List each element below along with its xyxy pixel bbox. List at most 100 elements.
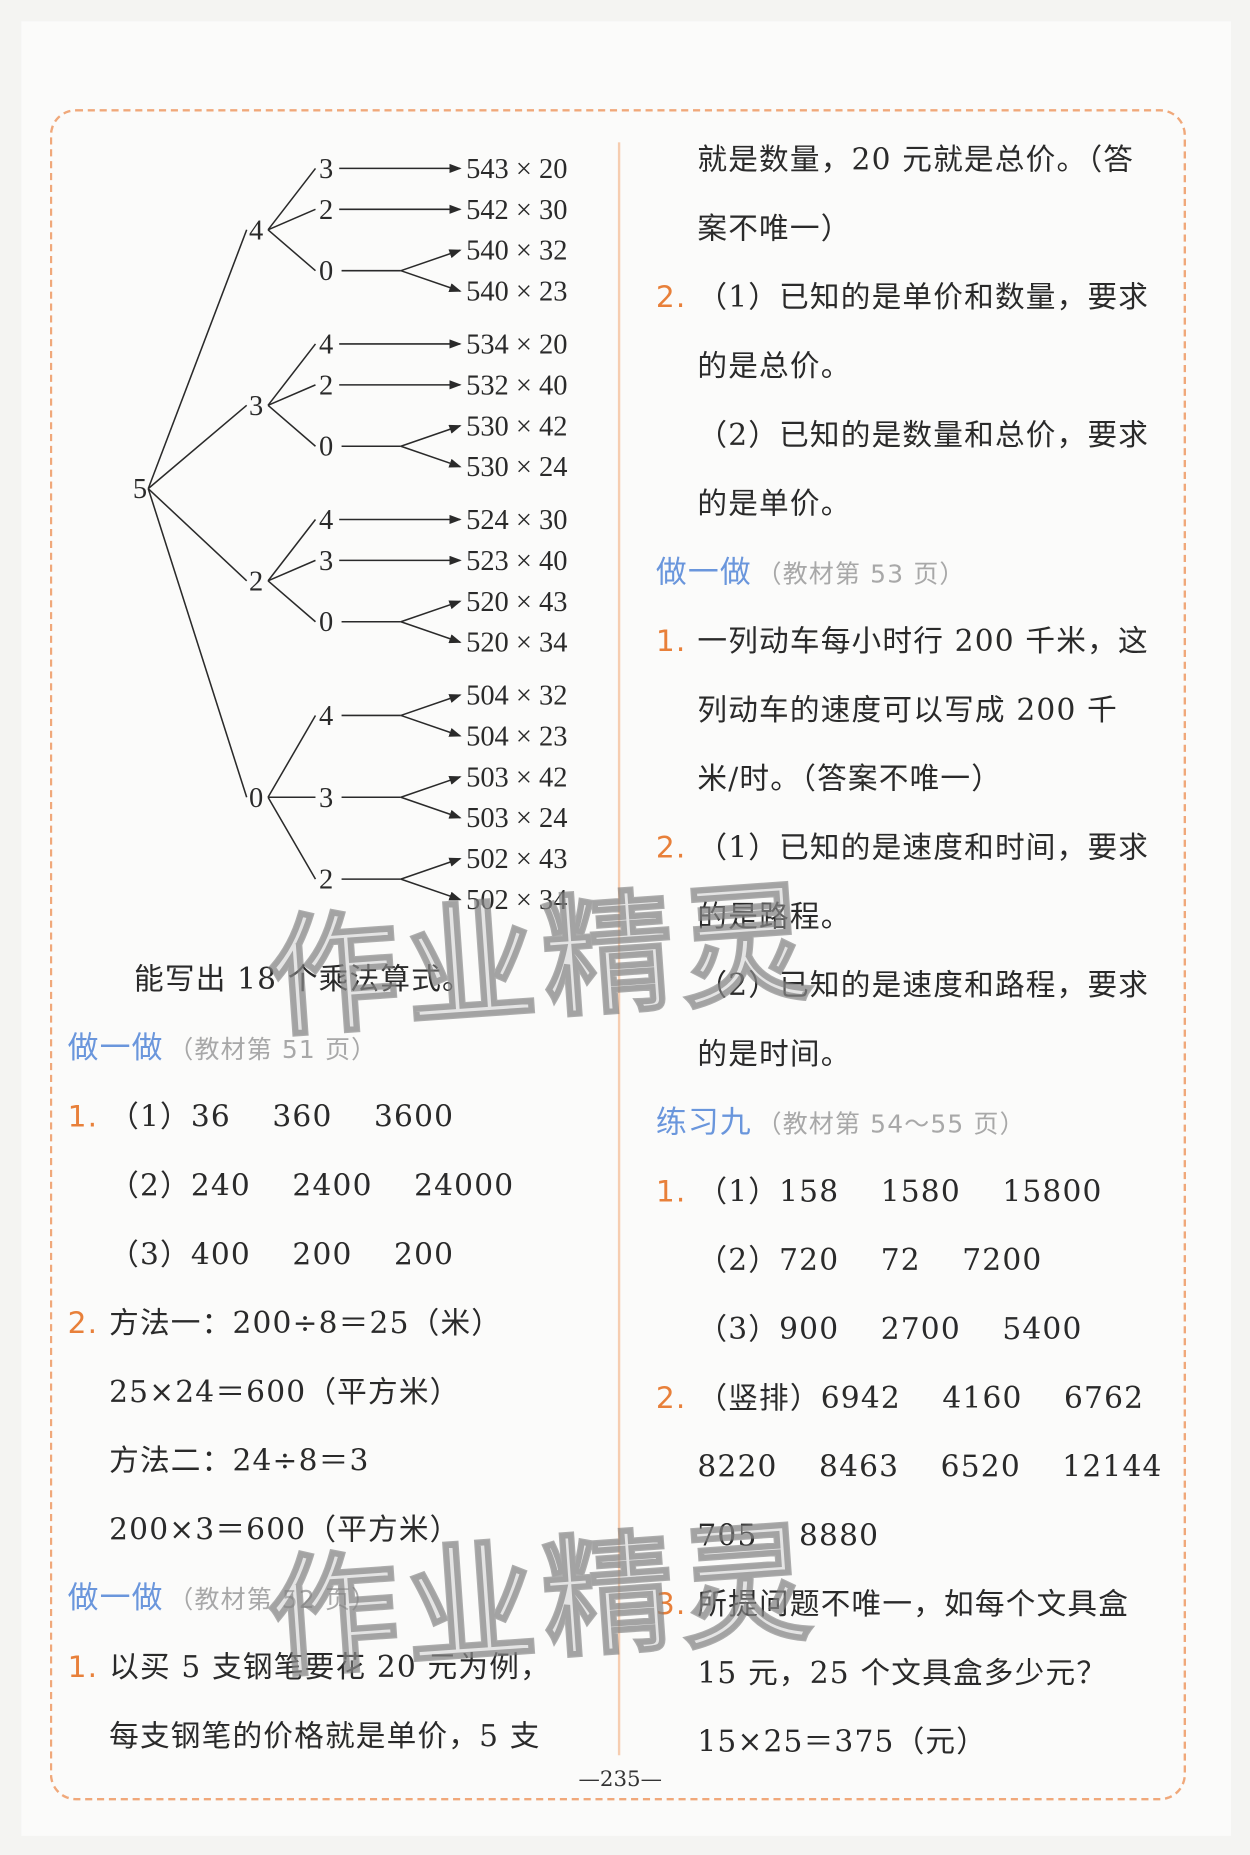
answer-line: 的是单价。 (697, 486, 852, 521)
answer-line: （3）400 200 200 (109, 1236, 455, 1272)
answer-line: （2）已知的是数量和总价，要求 (697, 417, 1150, 452)
answer-line: 所提问题不唯一，如每个文具盒 (697, 1586, 1130, 1622)
section-heading: 练习九 （教材第 54～55 页） (656, 1089, 1026, 1158)
tree-branch-node: 4 (249, 215, 263, 246)
answer-line: 705 8880 (697, 1518, 880, 1553)
tree-result-expression: 520 × 34 (466, 628, 567, 659)
tree-arrow (400, 249, 462, 272)
tree-root-node: 5 (133, 474, 147, 505)
tree-edge (267, 796, 317, 880)
textbook-page-ref: （教材第 52 页） (168, 1585, 378, 1615)
watermark: 作业精灵 (262, 1505, 824, 1697)
tree-edge (267, 343, 317, 406)
page (21, 21, 1232, 1836)
answer-line: 的是总价。 (697, 348, 852, 384)
question-number: 2. (67, 1305, 99, 1341)
factor-tree-diagram: 5 4 3 543 × 20 2 542 × 30 0 540 × 32 540 × 23 3 4 5… (133, 154, 568, 916)
answer-line: （3）900 2700 5400 (697, 1311, 1083, 1347)
tree-digit-node: 2 (319, 195, 333, 226)
answer-line: （2）已知的是速度和路程，要求 (697, 967, 1150, 1003)
answer-line: （1）已知的是速度和时间，要求 (697, 830, 1150, 865)
tree-edge (147, 488, 248, 582)
tree-result-expression: 543 × 20 (466, 154, 567, 185)
tree-edge (267, 559, 316, 582)
section-title: 练习九 (655, 1105, 752, 1141)
tree-result-expression: 524 × 30 (466, 505, 567, 536)
tree-edge (267, 518, 317, 582)
section-title: 做一做 (655, 555, 752, 591)
tree-arrow (400, 424, 462, 447)
tree-result-expression: 534 × 20 (466, 329, 567, 360)
answer-line: 方法二：24÷8＝3 (109, 1443, 370, 1478)
tree-branch-node: 0 (249, 783, 263, 814)
tree-arrow (400, 600, 462, 623)
answer-line: 8220 8463 6520 12144 (697, 1449, 1163, 1484)
answer-line: 一列动车每小时行 200 千米，这 (697, 623, 1149, 659)
tree-edge (147, 404, 248, 490)
tree-result-expression: 503 × 42 (466, 762, 567, 793)
question-number: 1. (655, 1174, 687, 1209)
page-number: —235— (578, 1767, 662, 1793)
answer-line: 列动车的速度可以写成 200 千 (697, 692, 1118, 728)
answer-line: 15×25＝375（元） (697, 1724, 988, 1759)
answer-line: 的是时间。 (697, 1036, 852, 1071)
tree-branch-node: 2 (249, 566, 263, 597)
answer-line: （1）已知的是单价和数量，要求 (697, 279, 1150, 315)
tree-edge (147, 229, 248, 489)
question-number: 2. (655, 1380, 687, 1415)
tree-digit-node: 4 (319, 701, 333, 732)
answer-line: （竖排）6942 4160 6762 (697, 1380, 1145, 1415)
question-number: 1. (67, 1649, 99, 1685)
tree-result-expression: 542 × 30 (466, 195, 567, 226)
tree-result-expression: 540 × 32 (466, 236, 567, 267)
column-divider (617, 142, 621, 1756)
answer-line: 就是数量，20 元就是总价。（答 (697, 142, 1135, 177)
tree-arrow (400, 714, 462, 737)
tree-edge (267, 404, 316, 447)
tree-arrow (400, 878, 462, 901)
textbook-page-ref: （教材第 53 页） (756, 559, 966, 589)
tree-arrow (400, 621, 462, 644)
tree-arrow (400, 445, 462, 468)
answer-line: 的是路程。 (697, 898, 852, 934)
tree-edge (267, 715, 317, 798)
tree-arrow (400, 796, 462, 819)
tree-branch-node: 3 (249, 391, 263, 422)
answer-line: 15 元，25 个文具盒多少元？ (697, 1655, 1108, 1691)
question-number: 3. (655, 1586, 687, 1622)
answer-line: 25×24＝600（平方米） (109, 1374, 461, 1409)
textbook-page-ref: （教材第 51 页） (168, 1035, 378, 1064)
dashed-frame (49, 109, 1186, 1801)
question-number: 1. (67, 1099, 99, 1134)
tree-result-expression: 502 × 43 (466, 844, 567, 875)
tree-result-expression: 502 × 34 (466, 885, 567, 916)
tree-arrow (400, 694, 462, 717)
tree-result-expression: 503 × 24 (466, 803, 567, 834)
answer-line: 米/时。（答案不唯一） (697, 761, 1003, 796)
tree-edge (267, 229, 316, 272)
tree-edge (267, 384, 316, 407)
question-number: 2. (655, 279, 687, 315)
tree-arrow (400, 775, 462, 799)
tree-digit-node: 0 (319, 607, 333, 638)
tree-arrow (400, 269, 462, 293)
section-title: 做一做 (67, 1030, 164, 1067)
tree-digit-node: 0 (319, 432, 333, 463)
tree-edge (267, 208, 316, 231)
section-heading: 做一做 （教材第 51 页） (68, 1014, 378, 1083)
section-heading: 做一做 （教材第 52 页） (68, 1564, 378, 1633)
tree-digit-node: 0 (319, 256, 333, 287)
tree-arrow (400, 857, 462, 880)
tree-digit-node: 4 (319, 505, 333, 536)
tree-edge (267, 167, 317, 231)
answer-line: 案不唯一） (697, 211, 852, 246)
answer-line: 每支钢笔的价格就是单价，5 支 (109, 1718, 541, 1753)
tree-result-expression: 523 × 40 (466, 546, 567, 577)
watermark: 作业精灵 (262, 865, 824, 1057)
tree-digit-node: 2 (319, 370, 333, 401)
tree-digit-node: 4 (319, 329, 333, 360)
textbook-page-ref: （教材第 54～55 页） (756, 1110, 1026, 1139)
answer-line: 200×3＝600（平方米） (109, 1512, 461, 1547)
tree-result-expression: 532 × 40 (466, 370, 567, 401)
